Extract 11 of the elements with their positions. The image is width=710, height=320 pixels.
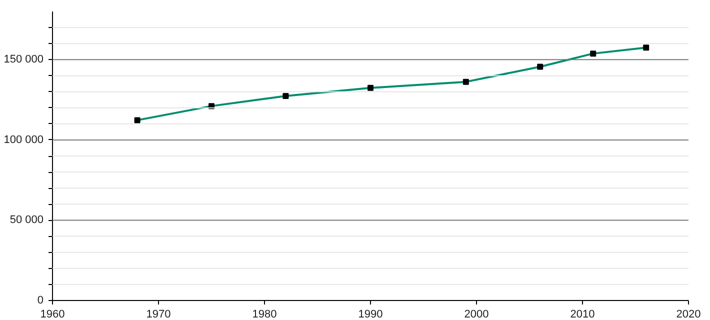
y-tick-label: 50 000	[10, 214, 44, 226]
y-tick-label: 100 000	[4, 134, 44, 146]
x-tick-label: 1970	[146, 308, 171, 320]
x-tick-label: 1960	[40, 308, 65, 320]
y-tick-label: 0	[37, 294, 44, 306]
x-tick-label: 2020	[676, 308, 701, 320]
x-tick-label: 1980	[252, 308, 277, 320]
y-tick-label: 150 000	[4, 54, 44, 66]
x-tick-label: 2010	[570, 308, 595, 320]
x-tick-label: 2000	[464, 308, 489, 320]
x-tick-label: 1990	[358, 308, 383, 320]
